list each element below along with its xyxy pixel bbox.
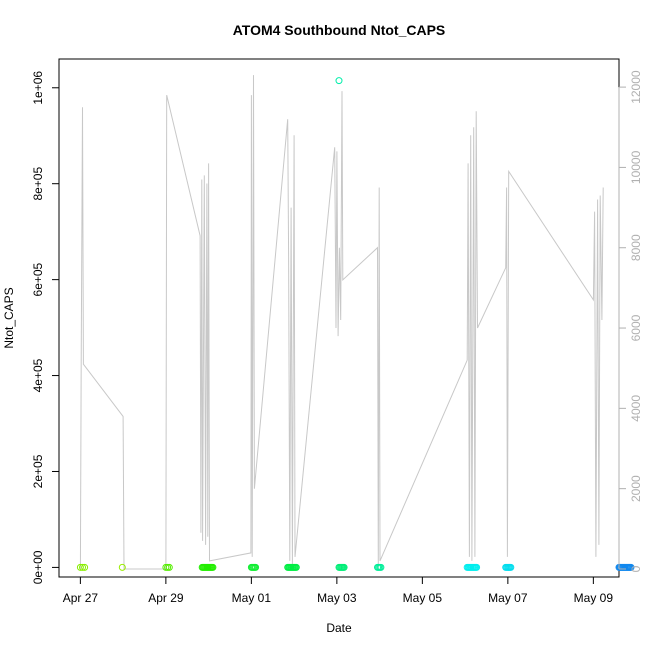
y2-tick-label: 6000: [629, 314, 643, 341]
x-tick-label: May 09: [574, 591, 614, 605]
data-point: [252, 563, 260, 571]
data-point: [81, 563, 89, 571]
data-point: [473, 563, 481, 571]
data-point: [377, 563, 385, 571]
y2-tick-label: 2000: [629, 475, 643, 502]
x-axis-label: Date: [326, 621, 352, 635]
data-point: [292, 563, 300, 571]
data-point: [165, 563, 173, 571]
y2-tick-label: 12000: [629, 70, 643, 104]
points-layer: [76, 77, 635, 571]
data-point: [627, 563, 635, 571]
y-tick-label: 6e+05: [31, 262, 45, 296]
plot-area: [58, 58, 620, 578]
y-tick-label: 1e+06: [31, 71, 45, 105]
data-point: [340, 563, 348, 571]
data-point: [335, 77, 343, 85]
secondary-series-layer: [79, 75, 604, 570]
x-tick-label: Apr 29: [148, 591, 184, 605]
y-tick-label: 0e+00: [31, 550, 45, 584]
y-axis-label: Ntot_CAPS: [2, 287, 16, 348]
data-point: [79, 563, 86, 571]
x-tick-label: Apr 27: [63, 591, 99, 605]
y-tick-label: 8e+05: [31, 167, 45, 201]
axes-layer: Apr 27 Apr 29 May 01 May 03 May 05 May 07 May …: [31, 70, 643, 605]
x-tick-label: May 07: [488, 591, 528, 605]
data-point: [507, 563, 515, 571]
y-tick-label: 4e+05: [31, 358, 45, 392]
data-point: [118, 563, 126, 571]
y2-tick-label: 8000: [629, 234, 643, 261]
y2-tick-label: 0: [629, 565, 643, 572]
data-point: [209, 563, 217, 571]
secondary-series-line: [79, 75, 604, 570]
chart-title: ATOM4 Southbound Ntot_CAPS: [233, 22, 446, 38]
x-tick-label: May 05: [403, 591, 443, 605]
y2-tick-label: 4000: [629, 395, 643, 422]
data-point: [76, 563, 84, 571]
x-tick-label: May 03: [317, 591, 357, 605]
y2-tick-label: 10000: [629, 150, 643, 184]
x-tick-label: May 01: [232, 591, 272, 605]
y-tick-label: 2e+05: [31, 454, 45, 488]
